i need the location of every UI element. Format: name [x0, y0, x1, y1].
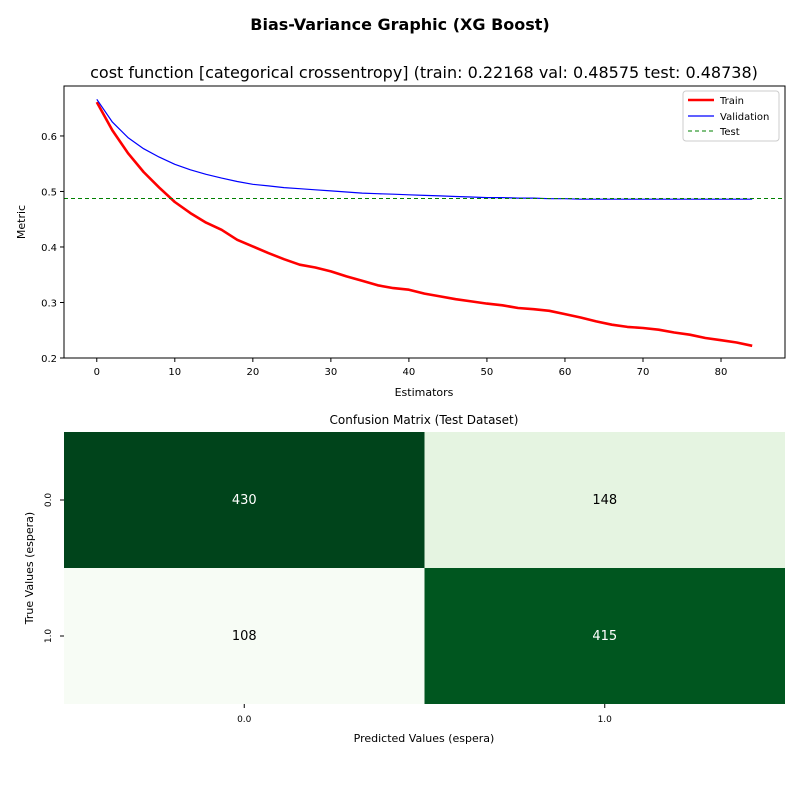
- legend-label-test: Test: [719, 127, 740, 138]
- line-chart-y-axis: 0.2 0.3 0.4 0.5 0.6: [41, 132, 64, 365]
- heatmap-cell: [64, 432, 425, 568]
- heatmap-cells: 430 148 108 415: [64, 432, 785, 704]
- heatmap-x-tick-label: 1.0: [598, 715, 613, 725]
- line-chart-y-label: Metric: [15, 205, 28, 239]
- x-tick-label: 30: [324, 367, 337, 378]
- line-chart-frame: [63, 85, 786, 359]
- heatmap-y-tick-label: 1.0: [44, 629, 54, 644]
- heatmap-x-label: Predicted Values (espera): [354, 732, 495, 745]
- heatmap-y-label: True Values (espera): [23, 512, 36, 625]
- line-chart-title: cost function [categorical crossentropy]…: [90, 63, 758, 82]
- confusion-matrix: Confusion Matrix (Test Dataset) 430 148 10…: [23, 413, 785, 745]
- x-tick-label: 10: [168, 367, 181, 378]
- heatmap-cell: [64, 568, 425, 704]
- x-tick-label: 0: [94, 367, 100, 378]
- heatmap-y-tick-label: 0.0: [44, 493, 54, 508]
- x-tick-label: 50: [481, 367, 494, 378]
- line-chart-x-label: Estimators: [395, 386, 454, 399]
- x-tick-label: 40: [403, 367, 416, 378]
- heatmap-cell: [424, 568, 785, 704]
- y-tick-label: 0.3: [41, 298, 57, 309]
- y-tick-label: 0.2: [41, 354, 57, 365]
- x-tick-label: 20: [246, 367, 259, 378]
- series-line-train: [95, 101, 753, 348]
- heatmap-y-axis: 0.0 1.0: [44, 493, 64, 644]
- heatmap-x-axis: 0.0 1.0: [237, 704, 612, 725]
- legend-label-validation: Validation: [720, 112, 769, 123]
- series-line-validation: [96, 98, 753, 200]
- line-chart: cost function [categorical crossentropy]…: [15, 63, 786, 399]
- heatmap-x-tick-label: 0.0: [237, 715, 252, 725]
- x-tick-label: 70: [637, 367, 650, 378]
- heatmap-cell-value: 415: [592, 629, 617, 644]
- x-tick-label: 80: [715, 367, 728, 378]
- heatmap-title: Confusion Matrix (Test Dataset): [330, 413, 519, 427]
- heatmap-cell-value: 430: [232, 493, 257, 508]
- x-tick-label: 60: [559, 367, 572, 378]
- figure-title: Bias-Variance Graphic (XG Boost): [250, 15, 549, 34]
- legend-label-train: Train: [719, 96, 744, 107]
- y-tick-label: 0.4: [41, 243, 57, 254]
- legend-frame: [682, 90, 780, 142]
- line-chart-series: [64, 98, 785, 348]
- y-tick-label: 0.5: [41, 187, 57, 198]
- line-chart-x-axis: 0 10 20 30 40 50 60 70 80: [94, 358, 728, 378]
- heatmap-cell-value: 108: [232, 629, 257, 644]
- heatmap-cell-value: 148: [592, 493, 617, 508]
- heatmap-cell: [424, 432, 785, 568]
- y-tick-label: 0.6: [41, 132, 57, 143]
- line-chart-legend: Train Validation Test: [682, 90, 780, 142]
